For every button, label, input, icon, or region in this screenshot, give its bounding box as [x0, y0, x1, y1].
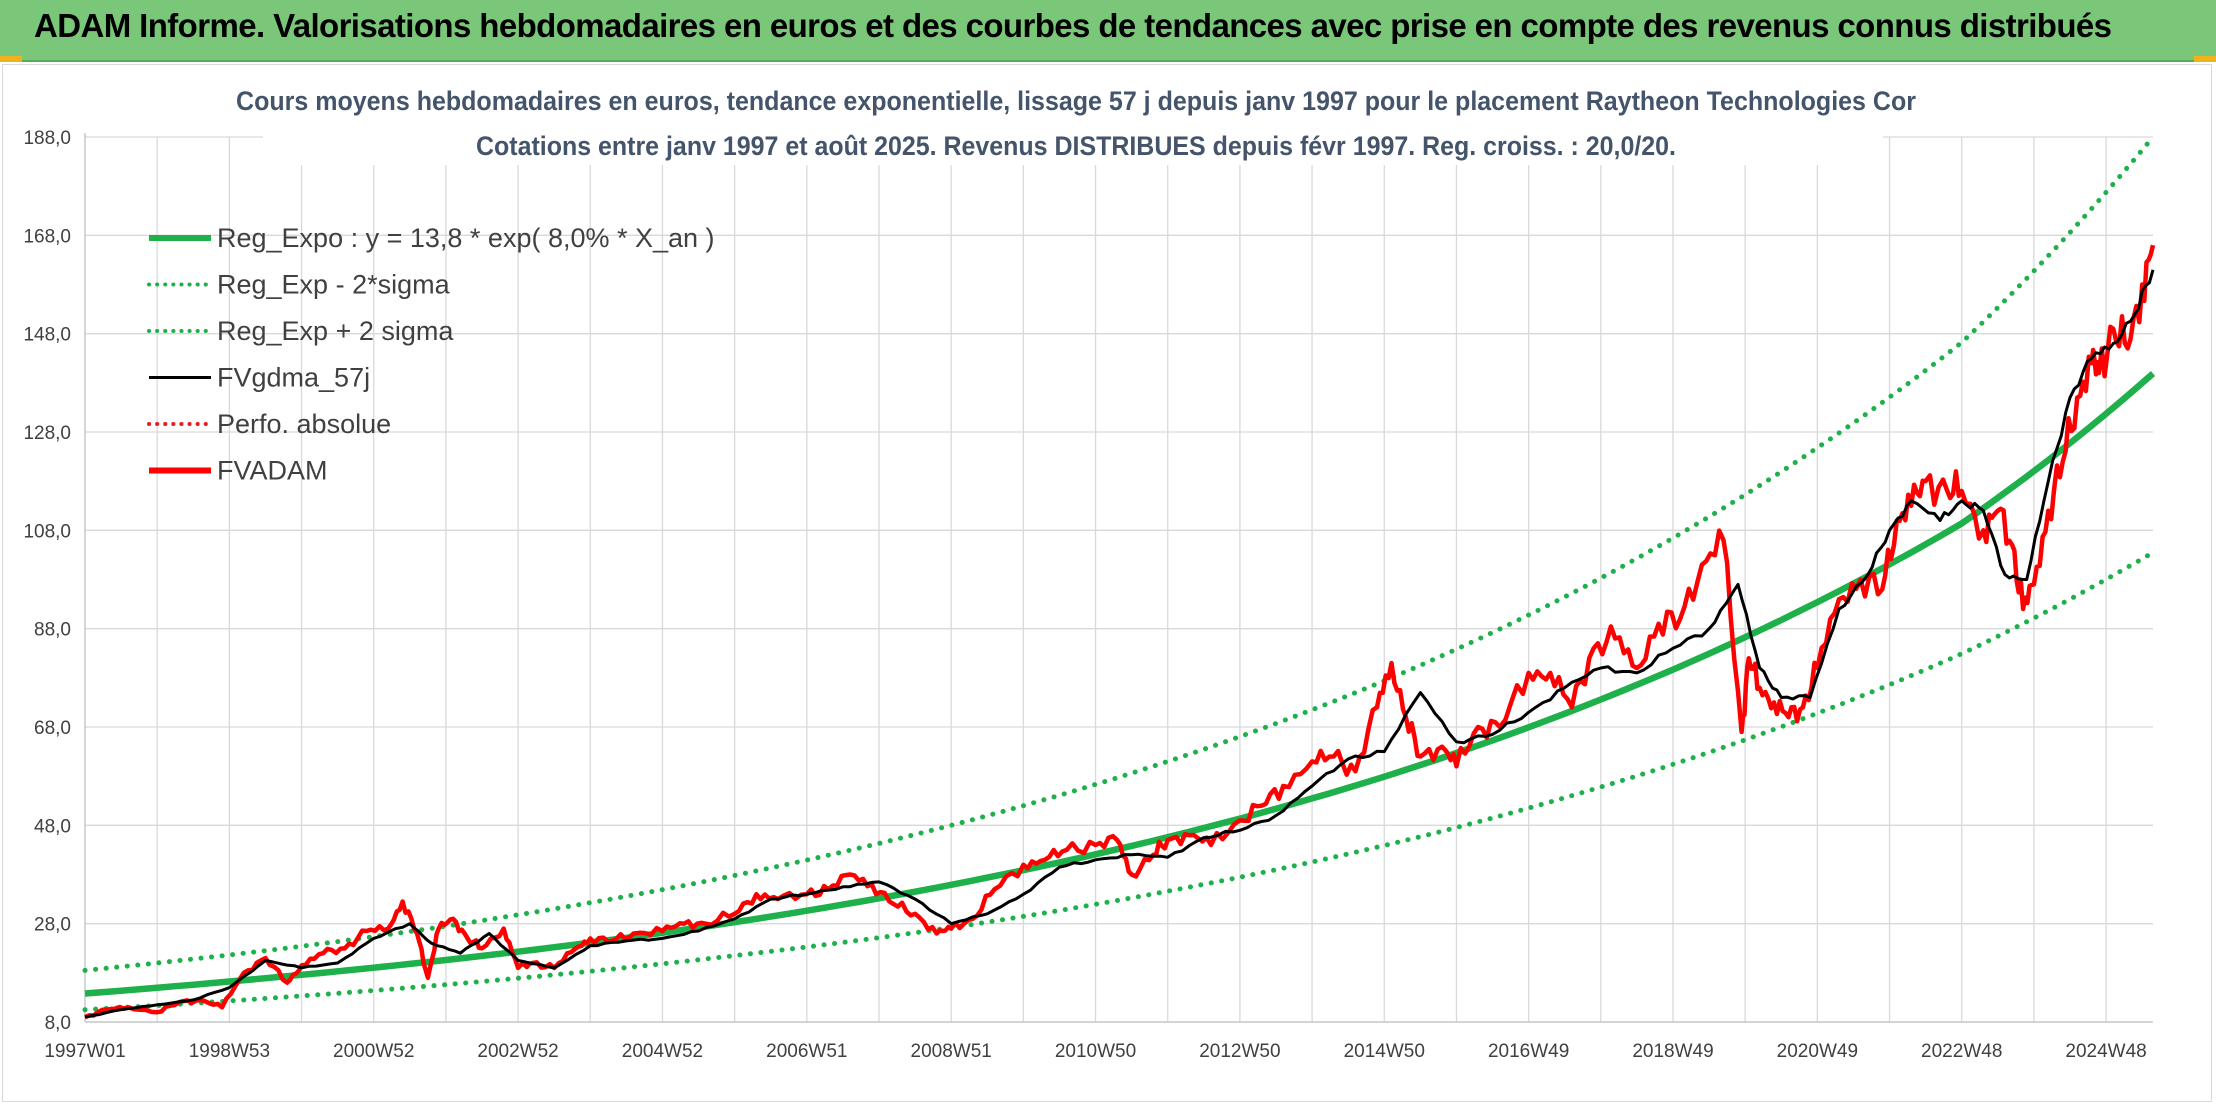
x-tick-label: 2002W52 — [477, 1041, 558, 1062]
y-tick-label: 128,0 — [23, 423, 71, 444]
legend-label: FVgdma_57j — [217, 363, 370, 393]
x-tick-label: 2024W48 — [2065, 1041, 2146, 1062]
x-tick-label: 2004W52 — [622, 1041, 703, 1062]
x-tick-label: 2008W51 — [911, 1041, 992, 1062]
chart-frame: 188,0 168,0 148,0 128,0 108,0 88,0 68,0 48,0 28,… — [2, 64, 2212, 1102]
x-tick-label: 2014W50 — [1344, 1041, 1425, 1062]
x-tick-label: 2000W52 — [333, 1041, 414, 1062]
series-line-1 — [82, 550, 2156, 1013]
x-tick-label: 2006W51 — [766, 1041, 847, 1062]
x-tick-label: 2022W48 — [1921, 1041, 2002, 1062]
x-tick-label: 1998W53 — [189, 1041, 270, 1062]
x-tick-label: 2016W49 — [1488, 1041, 1569, 1062]
axis-labels: 188,0 168,0 148,0 128,0 108,0 88,0 68,0 48,0 28,… — [23, 128, 2153, 1062]
report-banner: ADAM Informe. Valorisations hebdomadaire… — [0, 0, 2216, 62]
grid-lines — [85, 136, 2153, 1023]
y-tick-label: 48,0 — [34, 816, 71, 837]
chart-subtitle: Cotations entre janv 1997 et août 2025. … — [476, 131, 1676, 161]
x-tick-label: 2020W49 — [1777, 1041, 1858, 1062]
report-title: ADAM Informe. Valorisations hebdomadaire… — [34, 7, 2112, 44]
legend-label: Reg_Exp + 2 sigma — [217, 316, 454, 346]
legend-label: FVADAM — [217, 456, 328, 486]
series-lines — [82, 134, 2156, 1020]
y-tick-label: 68,0 — [34, 718, 71, 739]
series-line-2 — [82, 134, 2156, 973]
series-line-3 — [84, 269, 2155, 1019]
y-tick-label: 108,0 — [23, 521, 71, 542]
x-tick-label: 2018W49 — [1632, 1041, 1713, 1062]
banner-corner-right — [2194, 56, 2216, 62]
y-tick-label: 88,0 — [34, 620, 71, 641]
banner-corner-left — [0, 56, 22, 62]
legend: Reg_Expo : y = 13,8 * exp( 8,0% * X_an )… — [147, 223, 715, 486]
x-tick-label: 1997W01 — [44, 1041, 125, 1062]
y-tick-label: 28,0 — [34, 915, 71, 936]
x-tick-label: 2012W50 — [1199, 1041, 1280, 1062]
y-tick-label: 8,0 — [45, 1013, 71, 1034]
x-tick-label: 2010W50 — [1055, 1041, 1136, 1062]
legend-label: Reg_Exp - 2*sigma — [217, 270, 451, 300]
y-tick-label: 168,0 — [23, 226, 71, 247]
chart-title: Cours moyens hebdomadaires en euros, ten… — [236, 86, 1916, 116]
y-tick-label: 188,0 — [23, 128, 71, 149]
legend-label: Reg_Expo : y = 13,8 * exp( 8,0% * X_an ) — [217, 223, 715, 253]
legend-label: Perfo. absolue — [217, 409, 391, 439]
title-background — [263, 83, 1883, 165]
price-chart: 188,0 168,0 148,0 128,0 108,0 88,0 68,0 48,0 28,… — [23, 83, 2156, 1062]
y-tick-label: 148,0 — [23, 325, 71, 346]
